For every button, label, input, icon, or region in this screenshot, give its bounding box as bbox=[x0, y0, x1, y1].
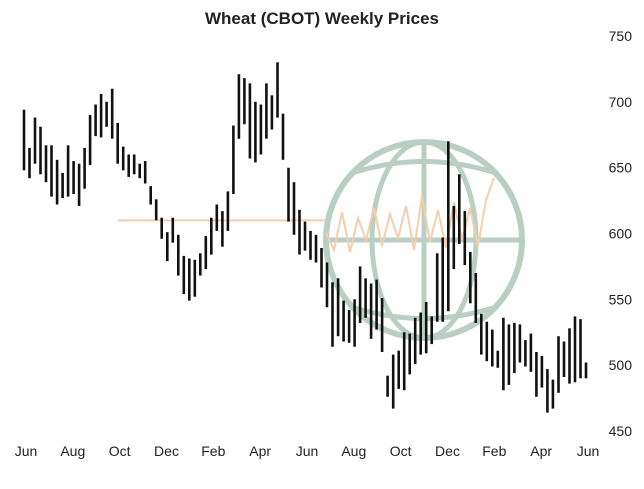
y-tick-label: 500 bbox=[609, 357, 633, 373]
y-axis: 450 500 550 600 650 700 750 bbox=[609, 28, 633, 439]
y-tick-label: 650 bbox=[609, 160, 633, 176]
x-tick-label: Oct bbox=[109, 443, 131, 459]
x-tick-label: Jun bbox=[577, 443, 600, 459]
y-tick-label: 600 bbox=[609, 226, 633, 242]
x-tick-label: Oct bbox=[390, 443, 412, 459]
y-tick-label: 550 bbox=[609, 291, 633, 307]
x-tick-label: Aug bbox=[60, 443, 85, 459]
x-tick-label: Dec bbox=[154, 443, 179, 459]
globe-logo-icon bbox=[118, 139, 525, 341]
x-tick-label: Dec bbox=[435, 443, 460, 459]
x-tick-label: Jun bbox=[15, 443, 38, 459]
y-tick-label: 750 bbox=[609, 28, 633, 44]
x-tick-label: Apr bbox=[530, 443, 552, 459]
y-tick-label: 450 bbox=[609, 423, 633, 439]
x-tick-label: Jun bbox=[296, 443, 319, 459]
price-bars bbox=[22, 62, 588, 413]
x-tick-label: Feb bbox=[201, 443, 225, 459]
chart-title: Wheat (CBOT) Weekly Prices bbox=[205, 9, 439, 28]
x-tick-label: Aug bbox=[341, 443, 366, 459]
x-tick-label: Apr bbox=[249, 443, 271, 459]
x-axis: Jun Aug Oct Dec Feb Apr Jun Aug Oct Dec Feb Apr Jun bbox=[15, 443, 600, 459]
x-tick-label: Feb bbox=[482, 443, 506, 459]
y-tick-label: 700 bbox=[609, 94, 633, 110]
